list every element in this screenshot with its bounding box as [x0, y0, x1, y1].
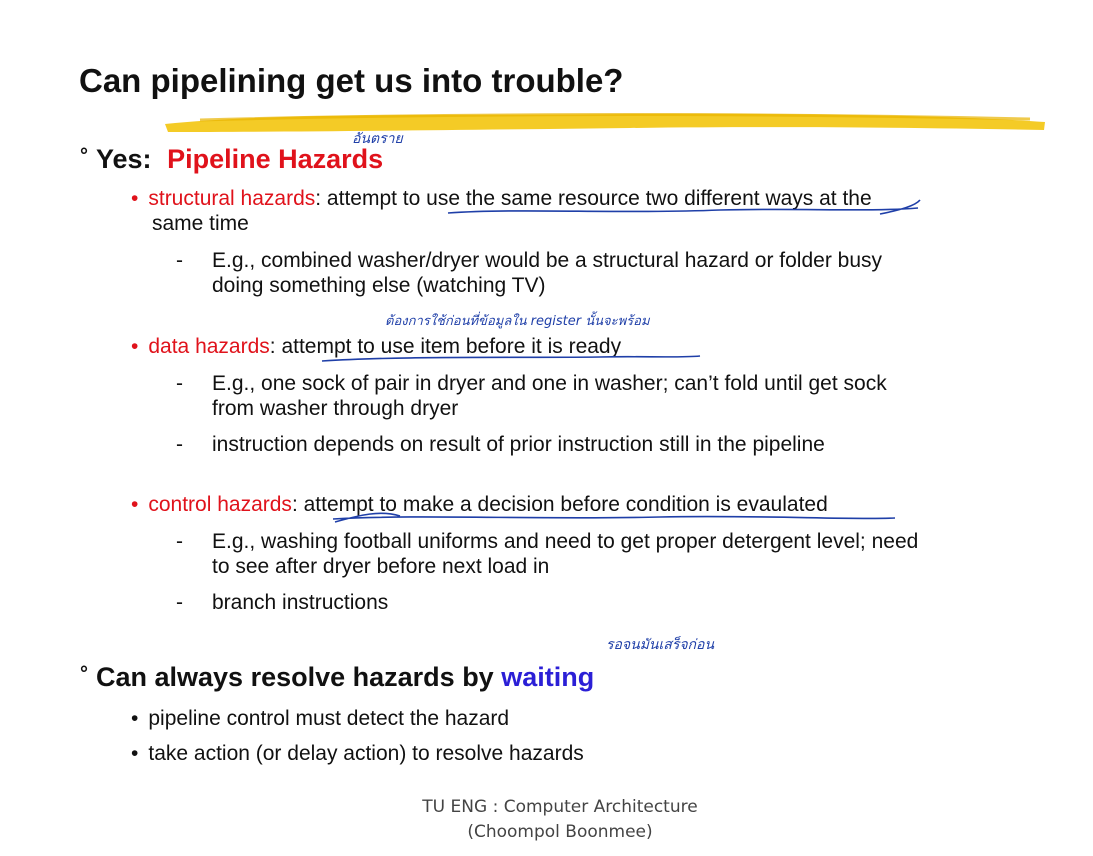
handwritten-note-data: ต้องการใช้ก่อนที่ข้อมูลใน register นั้นจ… — [385, 314, 650, 329]
bullet: • — [131, 742, 139, 765]
footer-course: TU ENG : Computer Architecture — [422, 797, 698, 817]
handwritten-note-wait: รอจนมันเสร็จก่อน — [606, 637, 715, 653]
resolve-item-2: • take action (or delay action) to resolv… — [131, 741, 584, 766]
dash: - — [176, 249, 183, 272]
dash: - — [176, 591, 183, 614]
bullet: • — [131, 493, 139, 516]
structural-example-line2: doing something else (watching TV) — [212, 274, 546, 297]
dash: - — [176, 372, 183, 395]
data-example2-text: instruction depends on result of prior i… — [212, 433, 825, 456]
control-hazards-item: • control hazards: attempt to make a deci… — [131, 492, 828, 517]
resolve-item-1-text: pipeline control must detect the hazard — [148, 707, 510, 730]
dash: - — [176, 530, 183, 553]
structural-term: structural hazards — [148, 187, 316, 210]
structural-rest: : attempt to use the same resource two d… — [315, 187, 872, 210]
data-example2: - instruction depends on result of prior … — [176, 432, 825, 457]
control-rest: : attempt to make a decision before cond… — [291, 493, 828, 516]
degree-bullet: ° — [80, 663, 88, 685]
data-example-line1: E.g., one sock of pair in dryer and one … — [212, 372, 887, 395]
resolve-prefix: Can always resolve hazards by — [96, 662, 502, 692]
structural-hazards-item: • structural hazards: attempt to use the … — [131, 186, 872, 211]
bullet: • — [131, 707, 139, 730]
heading-yes: ° Yes: Pipeline Hazards — [80, 144, 383, 175]
control-example2-text: branch instructions — [212, 591, 389, 614]
control-example: - E.g., washing football uniforms and nee… — [176, 529, 918, 554]
data-example: - E.g., one sock of pair in dryer and one… — [176, 371, 887, 396]
heading-resolve: ° Can always resolve hazards by waiting — [80, 662, 594, 693]
resolve-item-1: • pipeline control must detect the hazard — [131, 706, 509, 731]
data-hazards-item: • data hazards: attempt to use item befor… — [131, 334, 621, 359]
data-term: data hazards — [148, 335, 270, 358]
structural-example-line1: E.g., combined washer/dryer would be a s… — [212, 249, 883, 272]
dash: - — [176, 433, 183, 456]
data-example-line2: from washer through dryer — [212, 397, 459, 420]
waiting-highlight: waiting — [501, 662, 595, 692]
resolve-item-2-text: take action (or delay action) to resolve… — [148, 742, 584, 765]
degree-bullet: ° — [80, 145, 88, 167]
control-example2: - branch instructions — [176, 590, 388, 615]
control-example-line2: to see after dryer before next load in — [212, 555, 550, 578]
pipeline-hazards-highlight: Pipeline Hazards — [167, 144, 384, 174]
control-term: control hazards — [148, 493, 292, 516]
footer-author: (Choompol Boonmee) — [467, 822, 653, 842]
yes-prefix: Yes: — [96, 144, 152, 174]
handwritten-note-hazard: อันตราย — [352, 131, 403, 147]
structural-example: - E.g., combined washer/dryer would be a … — [176, 248, 882, 273]
highlighter-stroke — [165, 113, 1045, 132]
bullet: • — [131, 187, 139, 210]
structural-rest-line2: same time — [152, 212, 249, 235]
slide-title: Can pipelining get us into trouble? — [79, 62, 624, 99]
data-rest: : attempt to use item before it is ready — [269, 335, 622, 358]
control-example-line1: E.g., washing football uniforms and need… — [212, 530, 919, 553]
bullet: • — [131, 335, 139, 358]
